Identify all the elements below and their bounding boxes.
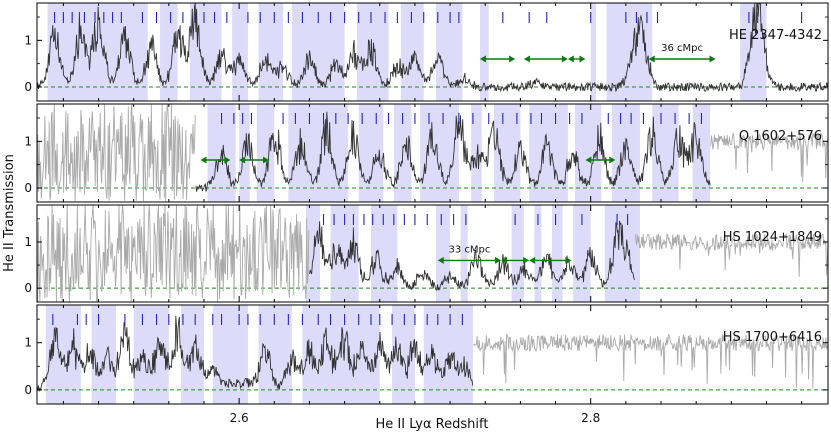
spectrum-line <box>37 315 474 393</box>
arrow-head-right <box>509 55 516 63</box>
shaded-region <box>471 104 482 202</box>
shaded-region <box>604 205 640 302</box>
panel-quasar-name: HS 1700+6416 <box>723 330 822 345</box>
panel-4: 0 1 HS 1700+6416 <box>24 304 829 405</box>
shaded-region <box>590 3 596 101</box>
spectrum-line <box>195 111 711 192</box>
arrow-head-right <box>565 256 572 264</box>
panel-plot-area <box>37 104 828 202</box>
panel-quasar-name: HS 1024+1849 <box>723 230 822 245</box>
panel-frame <box>36 103 829 203</box>
y-tick-label: 0 <box>24 383 32 397</box>
spectrum-outside-line <box>473 333 828 389</box>
arrow-head-right <box>579 55 586 63</box>
shaded-region <box>91 305 117 404</box>
shaded-region <box>356 3 389 101</box>
arrow-head-left <box>437 256 444 264</box>
arrow-label: 33 cMpc <box>448 244 490 255</box>
panel-quasar-name: HE 2347-4342 <box>729 28 822 43</box>
arrow-head-left <box>523 55 530 63</box>
panel-1: 36 cMpc 0 1 HE 2347-4342 <box>24 2 829 102</box>
panel-plot-area: 36 cMpc <box>37 3 828 101</box>
arrow-head-right <box>609 156 616 164</box>
shaded-region <box>606 3 653 101</box>
panel-2: 0 1 Q 1602+576 <box>24 103 829 203</box>
y-tick-label: 1 <box>24 235 32 249</box>
y-tick-label: 1 <box>24 336 32 350</box>
y-tick-label: 0 <box>24 281 32 295</box>
x-tick-label: 2.6 <box>230 411 249 425</box>
spectrum-line <box>309 220 636 291</box>
shaded-region <box>479 3 489 101</box>
y-tick-label: 0 <box>24 80 32 94</box>
shaded-region <box>534 205 542 302</box>
panel-frame <box>36 204 829 303</box>
shaded-region <box>392 305 415 404</box>
shaded-region <box>436 205 451 302</box>
y-tick-label: 1 <box>24 134 32 148</box>
shaded-region <box>212 305 248 404</box>
panel-plot-area: 33 cMpc <box>37 205 828 302</box>
spectrum-outside-line <box>710 132 828 182</box>
arrow-head-left <box>585 156 592 164</box>
y-tick-label: 1 <box>24 33 32 47</box>
shaded-region <box>370 205 398 302</box>
panel-frame <box>36 2 829 102</box>
arrow-head-right <box>224 156 231 164</box>
y-tick-label: 0 <box>24 181 32 195</box>
arrow-head-left <box>567 55 574 63</box>
panel-plot-area <box>37 305 828 404</box>
arrow-head-left <box>501 256 508 264</box>
shaded-region <box>552 205 563 302</box>
arrow-head-left <box>200 156 207 164</box>
y-axis-label: He II Transmission <box>2 154 17 272</box>
panels-group: 36 cMpc 0 1 HE 2347-4342 0 1 Q 1602+576 33 cMpc… <box>24 2 829 425</box>
shaded-region <box>258 3 284 101</box>
panel-3: 33 cMpc 0 1 HS 1024+1849 <box>24 204 829 303</box>
shaded-region <box>400 3 424 101</box>
spectrum-outside-line <box>37 104 196 202</box>
shaded-region <box>256 104 275 202</box>
shaded-region <box>258 305 292 404</box>
spectrum-line <box>37 3 828 93</box>
shaded-region <box>460 205 468 302</box>
x-tick-label: 2.8 <box>581 411 600 425</box>
shaded-region <box>288 104 349 202</box>
shaded-region <box>494 104 521 202</box>
arrow-head-right <box>709 55 716 63</box>
arrow-head-right <box>495 256 502 264</box>
shaded-region <box>305 205 321 302</box>
arrow-head-left <box>648 55 655 63</box>
arrow-head-left <box>529 256 536 264</box>
arrow-head-left <box>479 55 486 63</box>
shaded-region <box>232 3 248 101</box>
shaded-region <box>160 3 178 101</box>
x-axis-label: He II Lyα Redshift <box>376 417 489 432</box>
arrow-head-left <box>239 156 246 164</box>
panel-frame <box>36 304 829 405</box>
shaded-region <box>133 305 169 404</box>
spectrum-outside-line <box>634 233 828 277</box>
shaded-region <box>239 104 250 202</box>
arrow-head-right <box>561 55 568 63</box>
shaded-region <box>529 104 568 202</box>
shaded-region <box>420 104 459 202</box>
panel-quasar-name: Q 1602+576 <box>739 129 822 144</box>
arrow-head-right <box>263 156 270 164</box>
spectrum-outside-line <box>37 205 310 302</box>
shaded-region <box>511 205 524 302</box>
arrow-head-right <box>523 256 530 264</box>
arrow-label: 36 cMpc <box>661 43 703 54</box>
